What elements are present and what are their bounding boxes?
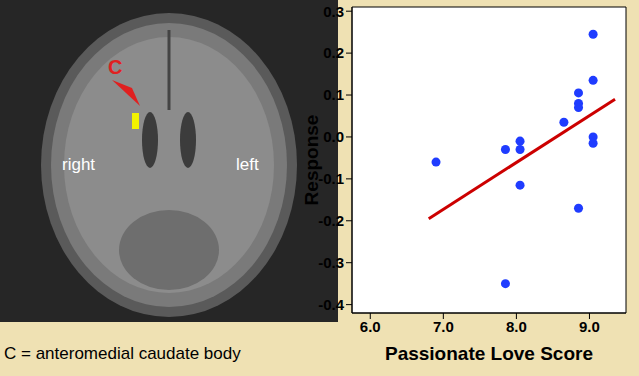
svg-text:-0.1: -0.1 bbox=[318, 170, 344, 187]
svg-text:7.0: 7.0 bbox=[433, 318, 454, 335]
html-text:Passionate Love Score: Passionate Love Score bbox=[385, 343, 593, 364]
svg-text:-0.3: -0.3 bbox=[318, 254, 344, 271]
html-text:C = anteromedial caudate body: C = anteromedial caudate body bbox=[4, 344, 241, 363]
svg-text:6.0: 6.0 bbox=[360, 318, 381, 335]
svg-text:right: right bbox=[62, 155, 95, 174]
svg-text:0.0: 0.0 bbox=[323, 128, 344, 145]
svg-text:0.1: 0.1 bbox=[323, 86, 344, 103]
svg-text:0.2: 0.2 bbox=[323, 44, 344, 61]
svg-text:8.0: 8.0 bbox=[506, 318, 527, 335]
svg-text:-0.4: -0.4 bbox=[318, 296, 345, 313]
svg-text:9.0: 9.0 bbox=[579, 318, 600, 335]
svg-text:left: left bbox=[236, 155, 259, 174]
svg-text:-0.2: -0.2 bbox=[318, 212, 344, 229]
html-text:Response: Response bbox=[301, 114, 322, 206]
svg-text:C: C bbox=[108, 56, 122, 78]
svg-text:0.3: 0.3 bbox=[323, 3, 344, 20]
